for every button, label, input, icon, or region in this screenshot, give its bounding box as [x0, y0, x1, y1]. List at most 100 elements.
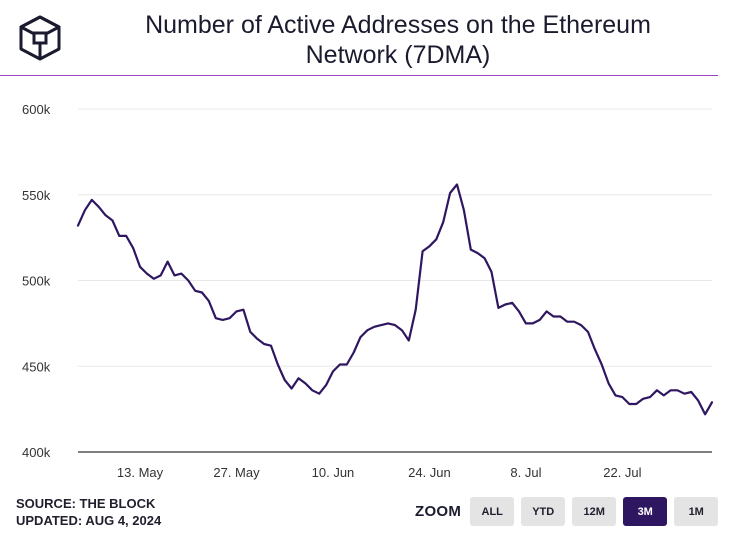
data-point[interactable] [103, 212, 109, 218]
data-point[interactable] [516, 308, 522, 314]
data-point[interactable] [185, 278, 191, 284]
data-point[interactable] [695, 398, 701, 404]
data-point[interactable] [640, 396, 646, 402]
data-point[interactable] [268, 343, 274, 349]
data-point[interactable] [82, 207, 88, 213]
data-point[interactable] [199, 290, 205, 296]
data-point[interactable] [358, 334, 364, 340]
data-point[interactable] [316, 391, 322, 397]
data-point[interactable] [537, 317, 543, 323]
data-point[interactable] [688, 389, 694, 395]
data-point[interactable] [475, 250, 481, 256]
zoom-ytd-button[interactable]: YTD [521, 497, 566, 526]
data-point[interactable] [502, 302, 508, 308]
data-point[interactable] [619, 394, 625, 400]
data-point[interactable] [544, 308, 550, 314]
data-point[interactable] [172, 272, 178, 278]
data-point[interactable] [468, 247, 474, 253]
x-tick-label: 10. Jun [312, 465, 355, 480]
data-point[interactable] [661, 392, 667, 398]
data-point[interactable] [234, 308, 240, 314]
data-point[interactable] [440, 219, 446, 225]
data-point[interactable] [309, 387, 315, 393]
data-point[interactable] [254, 336, 260, 342]
data-point[interactable] [337, 362, 343, 368]
data-point[interactable] [613, 392, 619, 398]
data-point[interactable] [495, 305, 501, 311]
data-point[interactable] [392, 322, 398, 328]
data-point[interactable] [585, 329, 591, 335]
data-point[interactable] [427, 243, 433, 249]
data-point[interactable] [447, 190, 453, 196]
zoom-1m-button[interactable]: 1M [674, 497, 719, 526]
data-point[interactable] [626, 401, 632, 407]
data-point[interactable] [240, 307, 246, 313]
data-point[interactable] [227, 315, 233, 321]
data-point[interactable] [144, 271, 150, 277]
data-point[interactable] [378, 322, 384, 328]
data-point[interactable] [654, 387, 660, 393]
data-point[interactable] [247, 329, 253, 335]
data-point[interactable] [275, 362, 281, 368]
data-point[interactable] [116, 233, 122, 239]
data-point[interactable] [302, 380, 308, 386]
data-point[interactable] [461, 207, 467, 213]
data-point[interactable] [75, 223, 81, 229]
data-point[interactable] [454, 182, 460, 188]
data-point[interactable] [420, 248, 426, 254]
data-point[interactable] [158, 272, 164, 278]
data-point[interactable] [633, 401, 639, 407]
data-point[interactable] [213, 315, 219, 321]
data-point[interactable] [351, 350, 357, 356]
data-point[interactable] [344, 362, 350, 368]
data-point[interactable] [709, 399, 715, 405]
data-point[interactable] [523, 320, 529, 326]
data-point[interactable] [592, 346, 598, 352]
data-point[interactable] [220, 317, 226, 323]
data-point[interactable] [178, 271, 184, 277]
data-point[interactable] [261, 341, 267, 347]
data-point[interactable] [702, 411, 708, 417]
data-point[interactable] [371, 324, 377, 330]
data-point[interactable] [413, 307, 419, 313]
zoom-3m-button[interactable]: 3M [623, 497, 668, 526]
data-point[interactable] [123, 233, 129, 239]
data-point[interactable] [385, 320, 391, 326]
data-point[interactable] [165, 259, 171, 265]
data-point[interactable] [433, 236, 439, 242]
data-point[interactable] [330, 368, 336, 374]
data-point[interactable] [323, 382, 329, 388]
data-point[interactable] [130, 245, 136, 251]
data-point[interactable] [151, 276, 157, 282]
data-point[interactable] [675, 387, 681, 393]
data-point[interactable] [289, 386, 295, 392]
data-point[interactable] [89, 197, 95, 203]
data-point[interactable] [110, 218, 116, 224]
data-point[interactable] [282, 377, 288, 383]
data-point[interactable] [509, 300, 515, 306]
data-point[interactable] [206, 298, 212, 304]
data-point[interactable] [668, 387, 674, 393]
data-point[interactable] [571, 319, 577, 325]
data-point[interactable] [489, 269, 495, 275]
data-point[interactable] [599, 362, 605, 368]
data-point[interactable] [551, 314, 557, 320]
data-point[interactable] [364, 327, 370, 333]
data-point[interactable] [606, 380, 612, 386]
data-point[interactable] [681, 391, 687, 397]
data-point[interactable] [578, 322, 584, 328]
data-point[interactable] [530, 320, 536, 326]
data-point[interactable] [557, 314, 563, 320]
data-point[interactable] [406, 338, 412, 344]
data-point[interactable] [647, 394, 653, 400]
zoom-all-button[interactable]: ALL [470, 497, 515, 526]
data-point[interactable] [137, 264, 143, 270]
data-point[interactable] [564, 319, 570, 325]
data-point[interactable] [96, 204, 102, 210]
data-point[interactable] [482, 255, 488, 261]
zoom-12m-button[interactable]: 12M [572, 497, 617, 526]
data-point[interactable] [296, 375, 302, 381]
data-point[interactable] [399, 327, 405, 333]
data-point[interactable] [192, 288, 198, 294]
